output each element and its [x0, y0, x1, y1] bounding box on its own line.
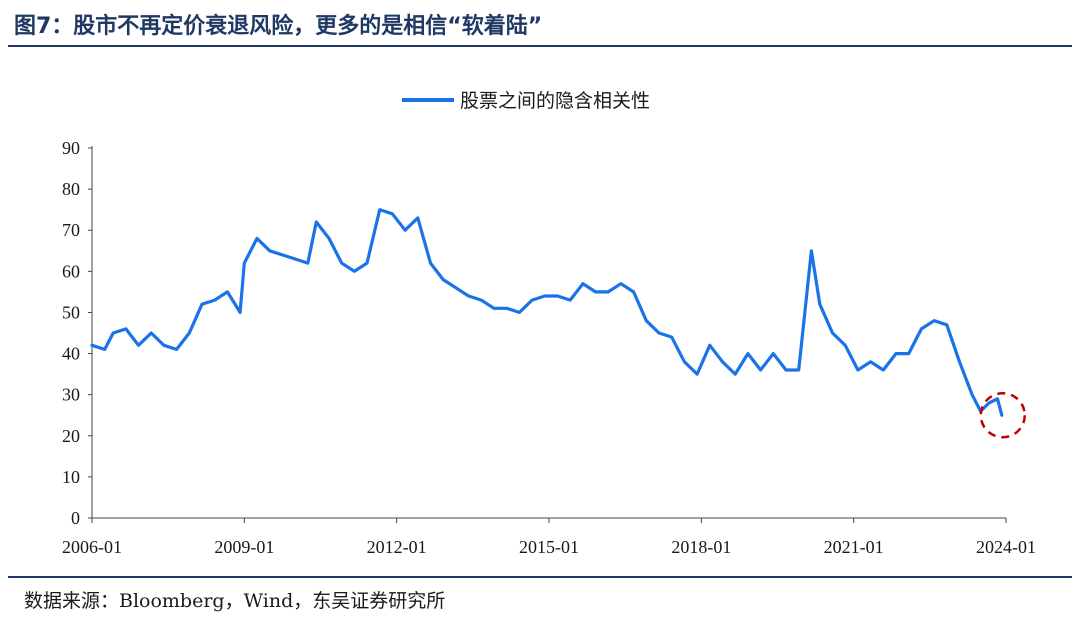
highlight-circle	[979, 391, 1027, 439]
title-rule	[8, 45, 1072, 47]
y-tick-label: 20	[62, 426, 80, 446]
series-line	[90, 208, 1004, 417]
y-tick-label: 70	[62, 220, 80, 240]
x-tick-label: 2009-01	[214, 537, 274, 557]
legend-label: 股票之间的隐含相关性	[460, 90, 650, 112]
x-tick-label: 2024-01	[976, 537, 1036, 557]
y-tick-label: 0	[71, 508, 80, 528]
y-tick-label: 10	[62, 467, 80, 487]
y-tick-label: 90	[62, 138, 80, 158]
chart-annotation	[979, 391, 1027, 439]
x-tick-label: 2015-01	[519, 537, 579, 557]
source-note: 数据来源：Bloomberg，Wind，东吴证券研究所	[24, 590, 446, 612]
source-rule	[8, 576, 1072, 578]
x-tick-label: 2021-01	[824, 537, 884, 557]
chart-legend: 股票之间的隐含相关性	[402, 90, 650, 112]
y-tick-label: 30	[62, 385, 80, 405]
y-tick-label: 50	[62, 302, 80, 322]
figure-title: 图7：股市不再定价衰退风险，更多的是相信“软着陆”	[14, 14, 543, 39]
y-tick-label: 80	[62, 179, 80, 199]
y-tick-label: 40	[62, 344, 80, 364]
chart-series	[90, 208, 1004, 417]
y-tick-label: 60	[62, 261, 80, 281]
x-tick-label: 2018-01	[671, 537, 731, 557]
x-tick-label: 2012-01	[367, 537, 427, 557]
x-tick-label: 2006-01	[62, 537, 122, 557]
chart-axes: 0 10 20 30 40 50 60 70 80 90 2006-01 2009-01 2012-01…	[62, 138, 1036, 557]
